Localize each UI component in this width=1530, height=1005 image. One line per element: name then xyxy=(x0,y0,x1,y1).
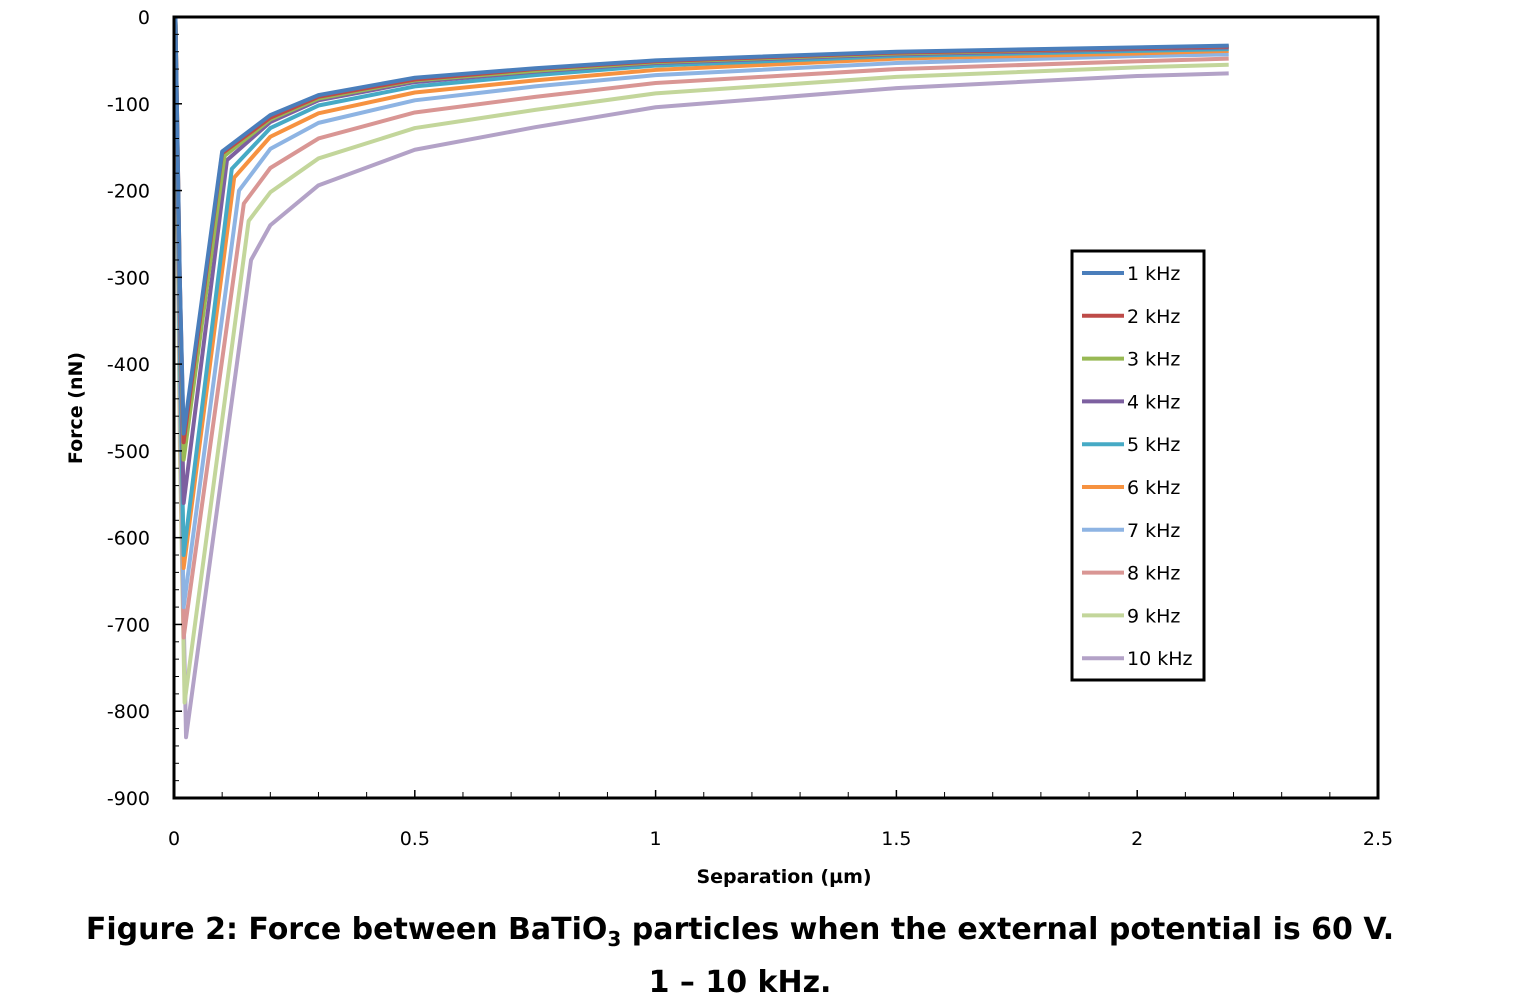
y-tick-label: -100 xyxy=(107,94,150,116)
y-tick-label: -900 xyxy=(107,788,150,810)
caption-text: Figure 2: Force between BaTiO xyxy=(85,912,608,947)
caption-line-2: 1 – 10 kHz. xyxy=(648,965,832,1000)
caption-subscript: 3 xyxy=(607,927,622,951)
y-tick-label: -300 xyxy=(107,267,150,289)
y-tick-label: -600 xyxy=(107,528,150,550)
legend-label: 8 kHz xyxy=(1127,563,1180,585)
y-tick-label: -700 xyxy=(107,614,150,636)
legend-label: 7 kHz xyxy=(1127,520,1180,542)
x-tick-label: 1 xyxy=(650,828,662,850)
series-line-1 xyxy=(173,16,1229,436)
legend-label: 3 kHz xyxy=(1127,349,1180,371)
x-tick-label: 1.5 xyxy=(881,828,911,850)
figure-caption: Figure 2: Force between BaTiO3 particles… xyxy=(0,908,1480,1005)
x-axis-title: Separation (µm) xyxy=(696,866,871,888)
x-tick-label: 0 xyxy=(168,828,180,850)
y-tick-label: -800 xyxy=(107,701,150,723)
y-tick-label: -400 xyxy=(107,354,150,376)
legend-label: 10 kHz xyxy=(1127,648,1193,670)
legend-box xyxy=(1070,249,1206,682)
legend-label: 9 kHz xyxy=(1127,605,1180,627)
y-tick-label: 0 xyxy=(138,7,150,29)
series-line-9 xyxy=(173,16,1229,705)
legend-label: 6 kHz xyxy=(1127,477,1180,499)
legend: 1 kHz 2 kHz 3 kHz 4 kHz 5 kHz 6 kHz 7 kHz 8 kHz… xyxy=(1070,249,1206,682)
force-chart: 0 0.5 1 1.5 2 2.5 0 -100 -200 -300 -400 -500 -600 -70… xyxy=(65,7,1393,888)
x-tick-label: 2.5 xyxy=(1363,828,1393,850)
plot-area-border xyxy=(172,15,1380,800)
y-axis-title: Force (nN) xyxy=(65,352,87,464)
x-tick-label: 0.5 xyxy=(400,828,430,850)
legend-label: 1 kHz xyxy=(1127,263,1180,285)
y-tick-label: -200 xyxy=(107,181,150,203)
caption-line-1: Figure 2: Force between BaTiO3 particles… xyxy=(0,908,1480,961)
y-tick-label: -500 xyxy=(107,441,150,463)
caption-text: particles when the external potential is… xyxy=(621,912,1395,947)
legend-label: 2 kHz xyxy=(1127,306,1180,328)
x-tick-label: 2 xyxy=(1131,828,1143,850)
legend-label: 4 kHz xyxy=(1127,391,1180,413)
legend-label: 5 kHz xyxy=(1127,434,1180,456)
